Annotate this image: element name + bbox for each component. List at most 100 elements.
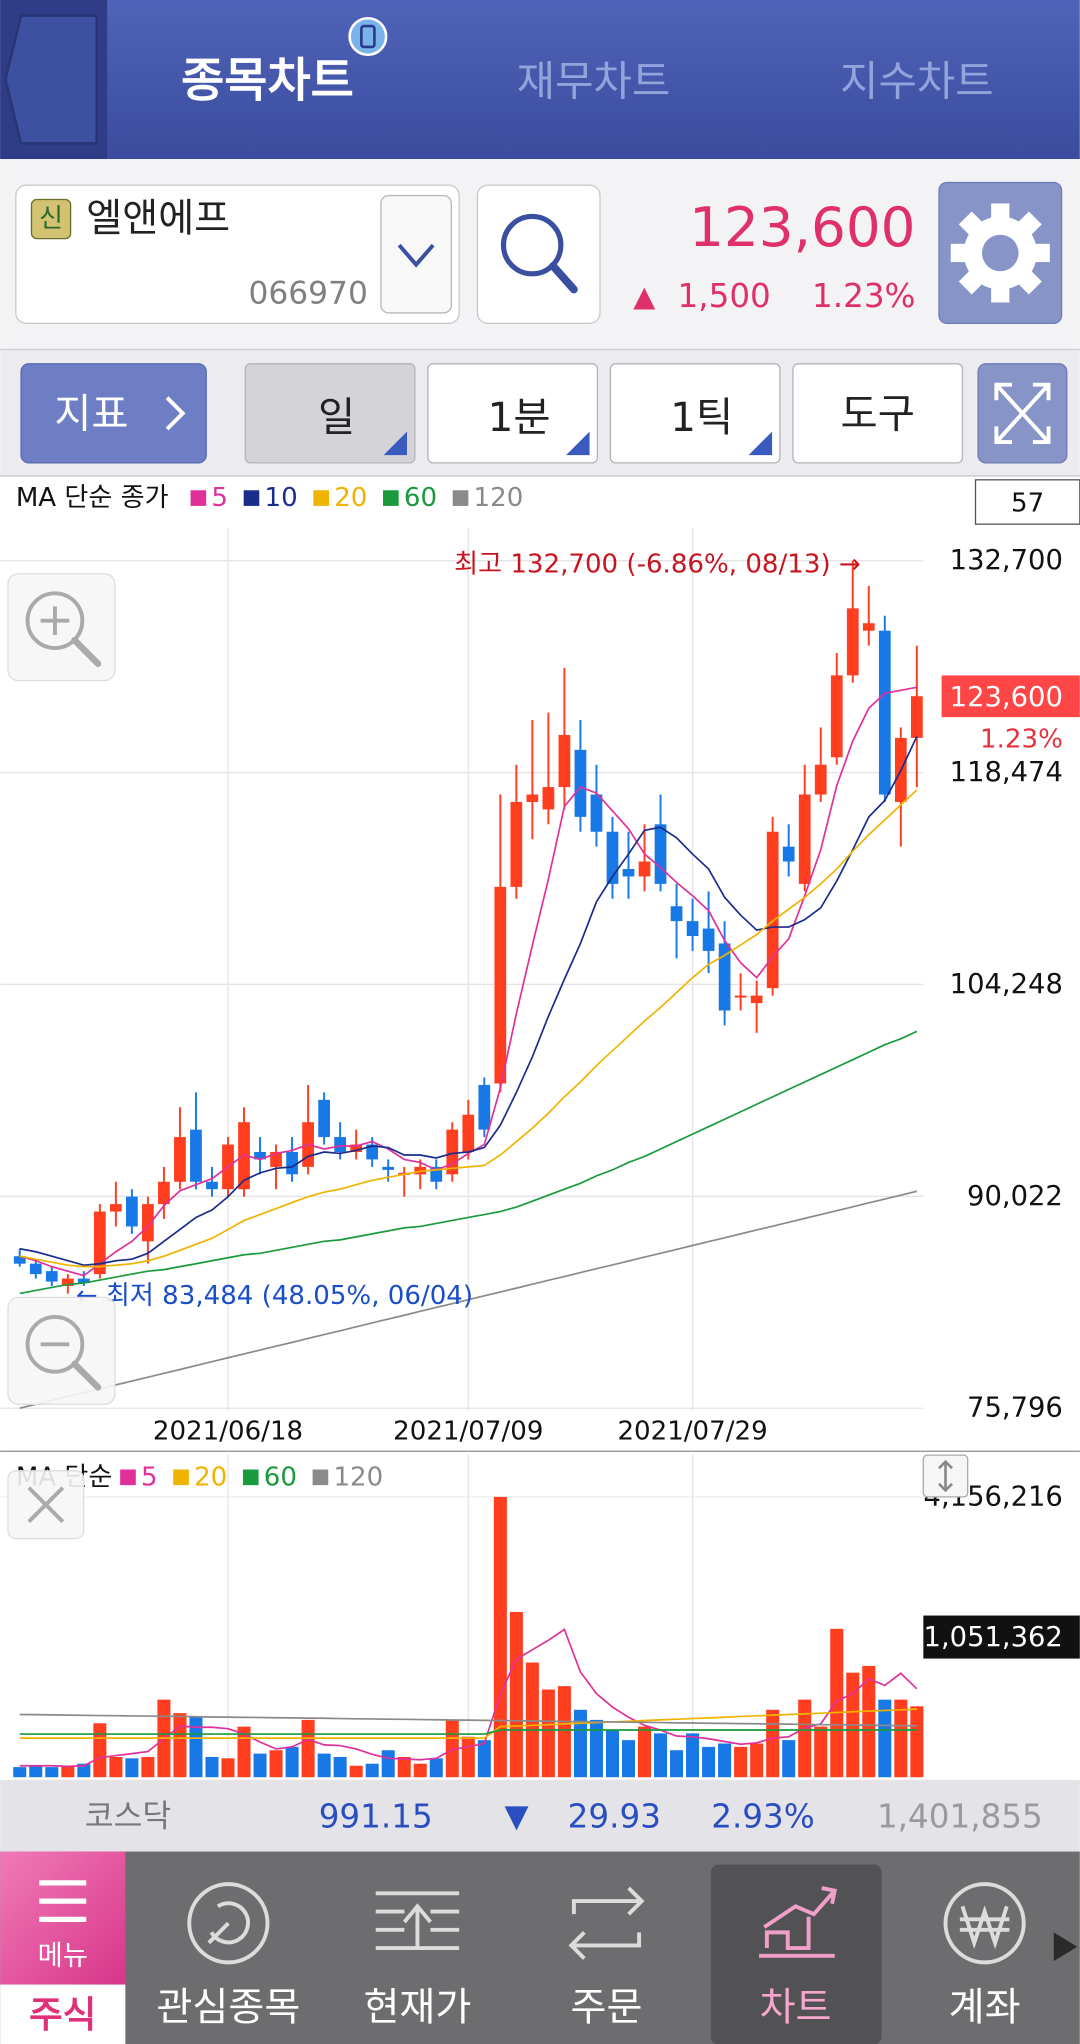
- volume-bar: [221, 1758, 235, 1778]
- stock-tab-label: 주식: [29, 1993, 96, 2036]
- candle-body: [494, 886, 507, 1084]
- candle-body: [590, 794, 603, 832]
- candle-body: [77, 1278, 90, 1284]
- ma-line: [19, 1713, 917, 1727]
- candle-body: [350, 1144, 363, 1152]
- search-button[interactable]: [476, 184, 601, 325]
- candle-body: [158, 1181, 170, 1205]
- current-price-tag: [941, 675, 1080, 718]
- volume-bar: [509, 1611, 523, 1778]
- index-bar: [0, 1779, 1080, 1852]
- volume-bar: [557, 1686, 571, 1778]
- candle-body: [366, 1144, 379, 1160]
- gear-icon: [950, 203, 1050, 303]
- volume-bar: [605, 1730, 619, 1778]
- back-shape: [4, 14, 98, 145]
- legend-label: 10: [265, 483, 298, 513]
- candle-body: [45, 1271, 58, 1282]
- candle-body: [830, 675, 843, 758]
- candle-body: [878, 630, 891, 795]
- tools-label: 도구: [841, 389, 915, 437]
- tools-button[interactable]: [792, 363, 964, 464]
- sync-icon-phone: [360, 24, 376, 49]
- period-label: 일: [318, 393, 355, 441]
- candle-body: [478, 1084, 491, 1130]
- stock-selector[interactable]: [15, 184, 460, 325]
- candle-body: [670, 906, 683, 922]
- nav-item[interactable]: 관심종목: [156, 1986, 300, 2031]
- dropdown[interactable]: [380, 194, 452, 314]
- candle-body: [814, 764, 827, 795]
- period-button[interactable]: [609, 363, 781, 464]
- ma-line: [19, 789, 918, 1268]
- candle-body: [558, 734, 571, 788]
- legend-label: 20: [194, 1462, 227, 1492]
- badge-text: 신: [39, 204, 63, 234]
- volume-bar: [589, 1719, 603, 1778]
- volume-bar: [910, 1706, 924, 1778]
- stock-tab[interactable]: [0, 1984, 126, 2044]
- zoom-in[interactable]: [7, 573, 116, 682]
- change-arrow: ▲: [633, 279, 655, 313]
- volume-bar: [109, 1756, 123, 1778]
- index-name: 코스닥: [85, 1798, 171, 1834]
- candle-body: [510, 801, 523, 887]
- volume-bar: [782, 1740, 796, 1778]
- candle-body: [798, 794, 811, 884]
- candle-body: [622, 868, 635, 877]
- period-button[interactable]: [427, 363, 599, 464]
- candle-body: [862, 623, 875, 631]
- tab[interactable]: 지수차트: [840, 56, 994, 105]
- nav-item[interactable]: 주문: [571, 1986, 643, 2031]
- period-button[interactable]: [244, 363, 416, 464]
- index-volume: 1,401,855: [877, 1797, 1043, 1835]
- tab[interactable]: 종목차트: [181, 53, 354, 108]
- nav-item[interactable]: 차트: [760, 1986, 832, 2031]
- candle-body: [846, 608, 859, 676]
- volume-bar: [814, 1726, 828, 1778]
- volume-bar: [317, 1753, 331, 1778]
- legend-swatch: [242, 1469, 259, 1486]
- index-change-pct: 2.93%: [711, 1797, 815, 1835]
- nav-more[interactable]: [1053, 1932, 1078, 1962]
- candle-body: [270, 1151, 282, 1167]
- candle-body: [93, 1211, 106, 1275]
- volume-bar: [525, 1662, 539, 1778]
- candle-body: [29, 1263, 42, 1275]
- volume-bar: [766, 1709, 780, 1778]
- change: 1,500: [678, 277, 771, 315]
- ma-line: [19, 1729, 917, 1735]
- volume-bar: [573, 1709, 587, 1778]
- badge: [30, 198, 72, 240]
- volume-bar: [862, 1665, 876, 1778]
- nav-item[interactable]: 계좌: [949, 1986, 1021, 2031]
- candle-body: [254, 1151, 266, 1160]
- sync-icon[interactable]: [348, 16, 388, 57]
- volume-bar: [461, 1736, 475, 1778]
- close-indicator[interactable]: [7, 1470, 85, 1540]
- last-volume-label: 1,051,362: [924, 1622, 1063, 1653]
- indicator-button[interactable]: [20, 363, 207, 464]
- legend-swatch: [120, 1469, 136, 1486]
- resize-handle[interactable]: [922, 1454, 969, 1498]
- volume-bar: [477, 1740, 491, 1778]
- chart-area: [0, 475, 1080, 1780]
- candle-body: [766, 831, 779, 989]
- volume-bar: [734, 1746, 748, 1778]
- nav-item[interactable]: 현재가: [363, 1986, 471, 2031]
- last-volume-tag: [923, 1615, 1080, 1659]
- search-icon: [500, 213, 564, 277]
- tab[interactable]: 재무차트: [517, 56, 671, 105]
- volume-bar: [77, 1763, 91, 1778]
- volume-bar: [702, 1746, 716, 1778]
- annotation: 최고 132,700 (-6.86%, 08/13) →: [454, 550, 861, 580]
- candle-body: [734, 995, 747, 998]
- zoom-out[interactable]: [7, 1296, 116, 1405]
- legend-swatch: [190, 490, 207, 506]
- legend-swatch: [173, 1469, 189, 1486]
- volume-bar: [493, 1496, 507, 1778]
- candle-body: [462, 1114, 475, 1152]
- candle-body: [174, 1137, 186, 1182]
